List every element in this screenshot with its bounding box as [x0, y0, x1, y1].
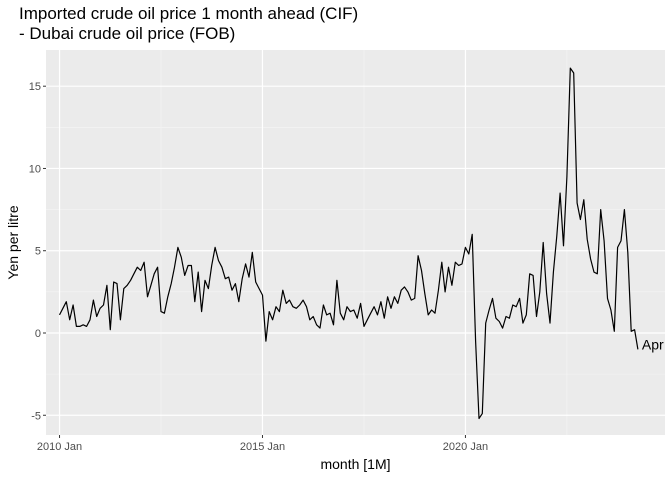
chart-title: Imported crude oil price 1 month ahead (…: [19, 4, 358, 44]
x-axis-title: month [1M]: [320, 456, 390, 472]
plot-panel: [46, 50, 665, 435]
y-tick-label: 0: [35, 328, 41, 340]
x-tick-label: 2015 Jan: [240, 441, 285, 453]
y-tick-label: 15: [29, 81, 41, 93]
major-gridlines: [46, 50, 665, 435]
y-tick-label: -5: [31, 410, 41, 422]
series-end-label: Apr: [642, 336, 664, 352]
x-tick-label: 2010 Jan: [37, 441, 82, 453]
chart-title-line-1: Imported crude oil price 1 month ahead (…: [19, 4, 359, 23]
y-tick-label: 10: [29, 163, 41, 175]
y-axis: -5 0 5 10 15: [29, 81, 46, 422]
x-axis: 2010 Jan 2015 Jan 2020 Jan: [37, 435, 488, 453]
y-tick-label: 5: [35, 246, 41, 258]
chart-title-line-2: - Dubai crude oil price (FOB): [19, 24, 236, 43]
series-line: [58, 67, 639, 420]
y-axis-title: Yen per litre: [5, 205, 21, 279]
x-tick-label: 2020 Jan: [443, 441, 488, 453]
